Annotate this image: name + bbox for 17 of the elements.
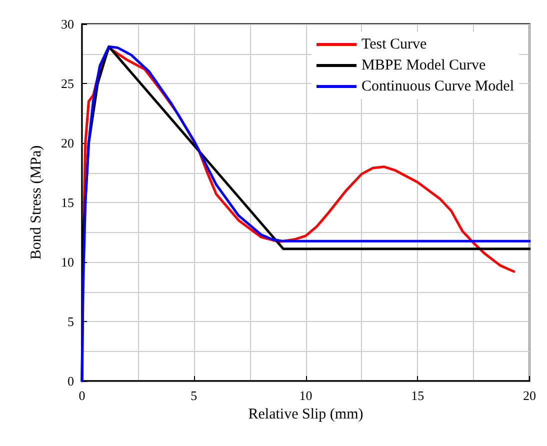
x-tick-label: 0 xyxy=(78,388,86,403)
legend-label: Test Curve xyxy=(362,36,428,52)
x-tick-label: 10 xyxy=(299,388,312,403)
y-tick-label: 20 xyxy=(61,136,74,150)
y-tick-label: 30 xyxy=(61,16,74,32)
x-axis-title: Relative Slip (mm) xyxy=(248,406,364,422)
y-tick-label: 10 xyxy=(61,254,74,270)
legend-label: MBPE Model Curve xyxy=(362,58,486,74)
y-tick-label: 0 xyxy=(68,374,74,388)
y-tick-label: 15 xyxy=(61,195,74,210)
legend-label: Continuous Curve Model xyxy=(362,78,514,94)
y-tick-label: 25 xyxy=(61,76,74,91)
y-tick-label: 5 xyxy=(68,314,74,329)
x-tick-label: 5 xyxy=(190,388,198,403)
y-axis-title: Bond Stress (MPa) xyxy=(28,145,44,260)
x-tick-label: 20 xyxy=(523,388,536,403)
x-tick-label: 15 xyxy=(411,388,424,403)
